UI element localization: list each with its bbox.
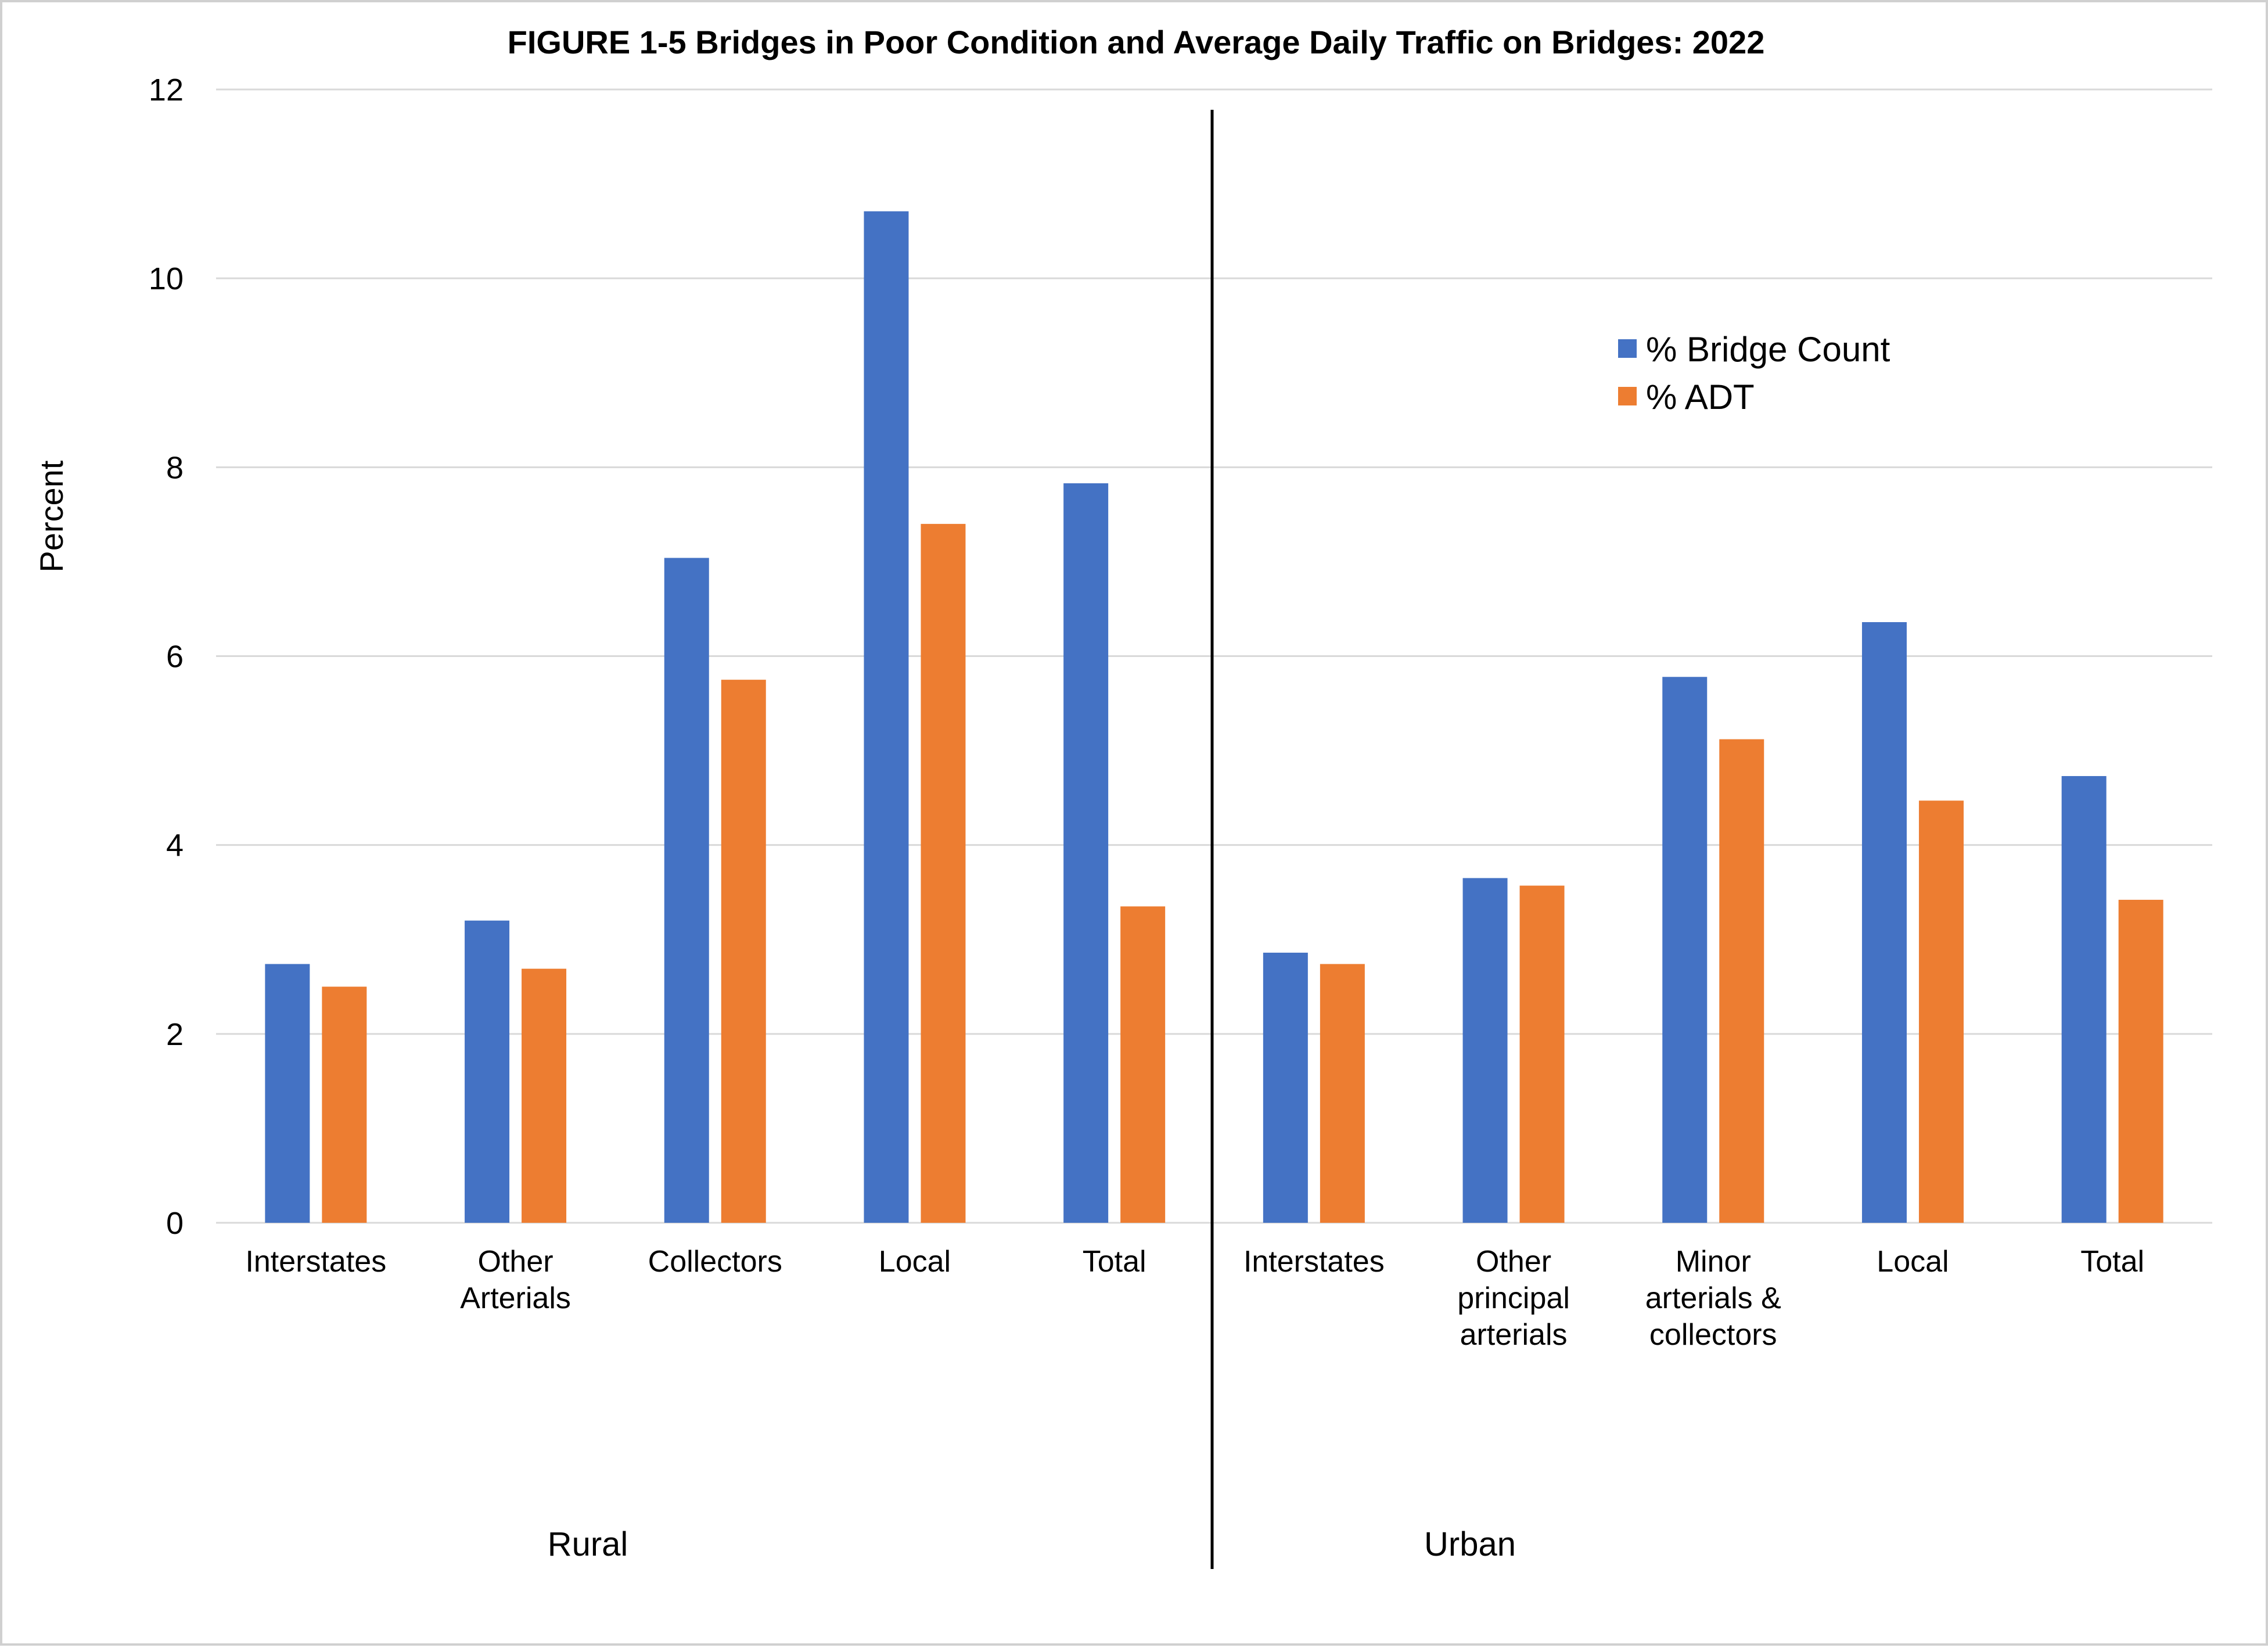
y-tick-labels: 0 2 4 6 8 10 12: [149, 73, 184, 1241]
chart-title: FIGURE 1-5 Bridges in Poor Condition and…: [508, 24, 1765, 60]
y-tick-label: 6: [166, 640, 184, 674]
bar-adt: [721, 680, 766, 1223]
bar-adt: [1918, 800, 1964, 1223]
legend-label-bridge-count: % Bridge Count: [1646, 330, 1890, 369]
bar-bridge-count: [1662, 677, 1708, 1223]
x-category-label: Minor: [1676, 1245, 1751, 1279]
bar-adt: [921, 523, 966, 1223]
bar-adt: [1120, 906, 1166, 1223]
bars: [265, 211, 2163, 1223]
bar-bridge-count: [465, 920, 510, 1223]
group-label-rural: Rural: [548, 1525, 628, 1563]
y-tick-label: 2: [166, 1017, 184, 1052]
legend-label-adt: % ADT: [1646, 378, 1755, 417]
group-label-urban: Urban: [1424, 1525, 1516, 1563]
bar-bridge-count: [1263, 953, 1308, 1223]
bar-adt: [2118, 899, 2163, 1223]
x-category-label: Local: [879, 1245, 951, 1279]
y-axis-title: Percent: [33, 460, 70, 572]
bar-adt: [322, 986, 367, 1223]
bar-bridge-count: [1462, 878, 1508, 1223]
bar-adt: [1320, 964, 1365, 1223]
legend-swatch-adt: [1618, 387, 1637, 405]
gridlines: [216, 88, 2212, 1224]
x-category-label: Collectors: [648, 1245, 782, 1279]
x-category-label: collectors: [1649, 1318, 1777, 1352]
group-labels: Rural Urban: [548, 1525, 1516, 1563]
bar-bridge-count: [265, 964, 310, 1223]
bar-bridge-count: [1063, 483, 1109, 1223]
x-category-label: Interstates: [245, 1245, 386, 1279]
bar-bridge-count: [1861, 622, 1907, 1223]
bar-adt: [1719, 739, 1764, 1223]
x-category-label: arterials &: [1645, 1281, 1781, 1315]
x-category-label: principal: [1457, 1281, 1570, 1315]
x-category-label: Local: [1877, 1245, 1949, 1279]
y-tick-label: 8: [166, 450, 184, 485]
x-category-label: Other: [1476, 1245, 1551, 1279]
x-category-label: arterials: [1460, 1318, 1568, 1352]
bar-bridge-count: [664, 558, 709, 1223]
bar-adt: [1519, 885, 1565, 1223]
y-tick-label: 12: [149, 73, 184, 107]
bar-bridge-count: [2061, 775, 2107, 1223]
x-category-label: Total: [2080, 1245, 2144, 1279]
x-category-label: Interstates: [1243, 1245, 1385, 1279]
bar-bridge-count: [864, 211, 909, 1223]
x-category-label: Other: [478, 1245, 553, 1279]
y-tick-label: 4: [166, 828, 184, 863]
y-tick-label: 0: [166, 1206, 184, 1241]
legend: % Bridge Count % ADT: [1618, 330, 1890, 417]
legend-swatch-bridge-count: [1618, 339, 1637, 358]
y-tick-label: 10: [149, 261, 184, 296]
x-category-label: Total: [1083, 1245, 1146, 1279]
x-category-label: Arterials: [460, 1281, 571, 1315]
bar-adt: [522, 968, 567, 1223]
